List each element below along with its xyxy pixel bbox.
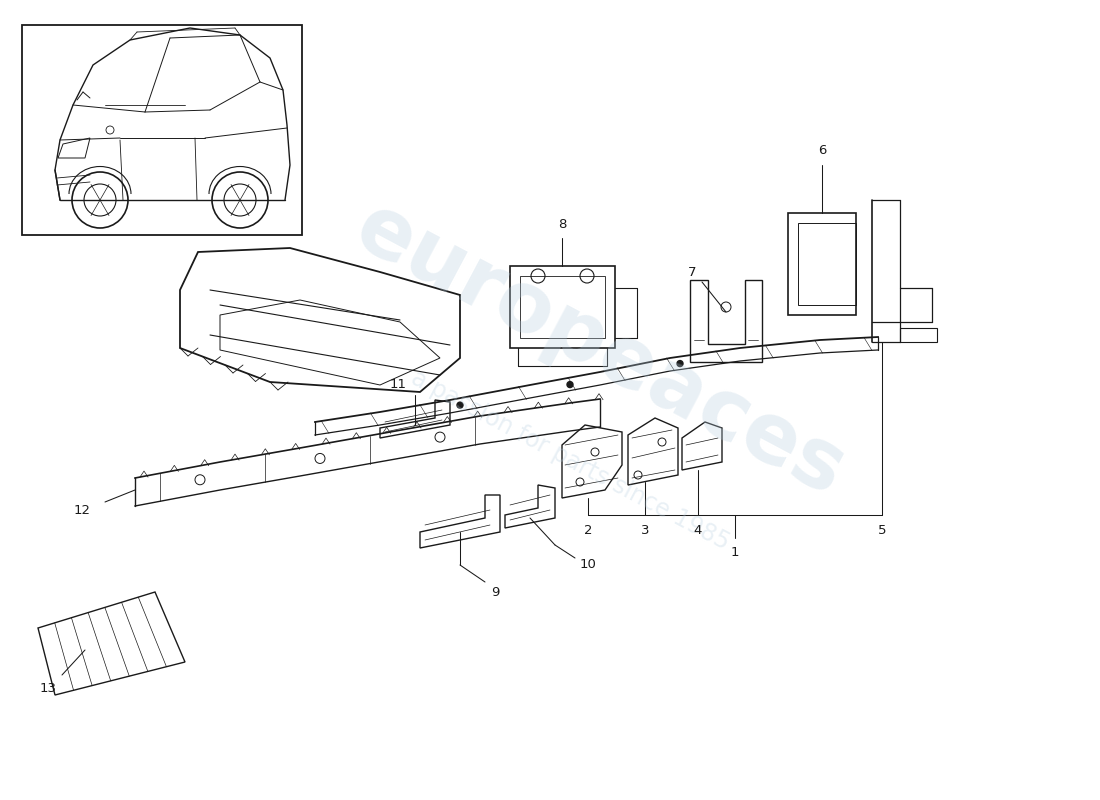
Text: 8: 8 xyxy=(558,218,566,231)
Bar xyxy=(22,25,302,235)
Text: 12: 12 xyxy=(74,503,90,517)
Circle shape xyxy=(456,402,463,408)
Text: 7: 7 xyxy=(688,266,696,278)
Text: 9: 9 xyxy=(491,586,499,598)
Text: 1: 1 xyxy=(730,546,739,558)
Text: 10: 10 xyxy=(580,558,596,571)
Text: 6: 6 xyxy=(817,143,826,157)
Text: 3: 3 xyxy=(640,525,649,538)
Text: 13: 13 xyxy=(40,682,56,694)
Circle shape xyxy=(566,382,573,387)
Bar xyxy=(520,276,605,338)
Text: 5: 5 xyxy=(878,525,887,538)
Text: a passion for parts since 1985: a passion for parts since 1985 xyxy=(407,366,734,554)
Bar xyxy=(798,223,856,305)
Text: europeaces: europeaces xyxy=(341,186,859,514)
Text: 4: 4 xyxy=(694,525,702,538)
Bar xyxy=(510,266,615,348)
Circle shape xyxy=(676,361,683,366)
Bar xyxy=(788,213,856,315)
Text: 2: 2 xyxy=(584,525,592,538)
Text: 11: 11 xyxy=(389,378,407,390)
